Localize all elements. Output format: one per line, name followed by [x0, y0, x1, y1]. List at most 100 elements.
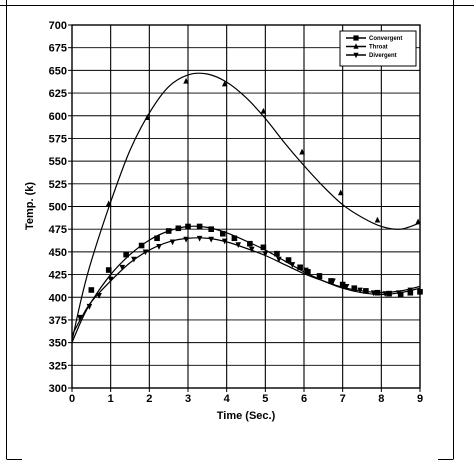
data-point-convergent [260, 244, 267, 251]
data-point-divergent [303, 267, 309, 274]
series-markers [76, 77, 423, 321]
legend-box [339, 30, 417, 67]
y-axis-ticks: 300 325 350 375 400 425 450 475 500 525 550 575 600 6… [49, 20, 72, 395]
series-line-throat [71, 72, 421, 341]
data-point-divergent [156, 244, 162, 250]
data-point-divergent [235, 242, 242, 249]
data-point-convergent [351, 285, 358, 291]
data-point-convergent [105, 267, 112, 273]
x-tick-label: 7 [340, 393, 346, 405]
data-point-convergent [247, 240, 253, 247]
data-point-throat [337, 189, 344, 196]
x-tick-label: 6 [301, 393, 307, 405]
data-point-divergent [249, 246, 255, 253]
y-tick-label: 325 [49, 360, 67, 372]
data-point-divergent [407, 287, 414, 294]
y-tick-label: 375 [49, 315, 67, 327]
data-point-throat [260, 107, 267, 114]
data-point-throat [299, 148, 305, 155]
y-tick-label: 400 [49, 292, 67, 304]
y-tick-label: 525 [49, 179, 67, 191]
data-point-convergent [208, 226, 214, 232]
y-tick-label: 675 [49, 43, 67, 55]
data-point-throat [221, 80, 228, 87]
data-point-divergent [76, 314, 83, 321]
legend-label-divergent: Divergent [369, 53, 397, 59]
y-tick-label: 475 [49, 224, 67, 236]
data-point-divergent [316, 273, 323, 279]
data-point-divergent [86, 303, 93, 310]
data-point-convergent [339, 281, 346, 288]
data-point-divergent [262, 251, 269, 258]
data-point-divergent [330, 278, 336, 285]
data-point-convergent [285, 257, 292, 263]
data-point-convergent [123, 251, 129, 258]
data-point-convergent [175, 225, 182, 232]
x-tick-label: 0 [69, 393, 75, 405]
data-point-convergent [185, 223, 191, 230]
y-tick-label: 575 [49, 133, 67, 145]
data-point-divergent [96, 293, 102, 299]
data-point-convergent [417, 289, 423, 295]
x-tick-label: 2 [146, 393, 152, 405]
data-point-divergent [169, 239, 176, 246]
data-point-divergent [289, 262, 296, 268]
data-point-divergent [131, 256, 137, 263]
data-point-divergent [119, 264, 126, 271]
legend: Convergent Throat Divergent [339, 30, 417, 67]
data-point-throat [105, 200, 112, 207]
legend-marker-divergent [353, 52, 359, 59]
data-point-convergent [154, 235, 160, 242]
x-axis-ticks: 0 1 2 3 4 5 6 7 8 9 [69, 388, 423, 405]
legend-marker-convergent [353, 35, 359, 41]
data-point-divergent [370, 290, 377, 297]
x-tick-label: 4 [224, 393, 231, 405]
data-point-divergent [357, 287, 363, 294]
series-line-convergent [71, 225, 421, 343]
legend-label-throat: Throat [369, 45, 388, 51]
y-tick-label: 300 [49, 383, 67, 395]
grid-lines [72, 25, 420, 388]
y-tick-label: 650 [49, 65, 67, 77]
legend-label-convergent: Convergent [369, 36, 402, 42]
data-point-convergent [138, 242, 145, 249]
data-point-throat [183, 77, 189, 84]
y-tick-label: 450 [49, 247, 67, 259]
data-point-divergent [196, 235, 203, 242]
y-tick-label: 350 [49, 338, 67, 350]
data-point-throat [374, 216, 381, 223]
data-point-convergent [196, 223, 203, 230]
series-lines [71, 72, 421, 343]
x-tick-label: 5 [262, 393, 268, 405]
data-point-divergent [395, 290, 402, 297]
data-point-convergent [363, 288, 369, 294]
y-tick-label: 425 [49, 270, 67, 282]
data-point-divergent [208, 236, 214, 243]
x-tick-label: 8 [378, 393, 384, 405]
y-tick-label: 700 [49, 20, 67, 32]
data-point-convergent [397, 291, 404, 298]
y-tick-label: 500 [49, 202, 67, 214]
data-point-convergent [374, 289, 381, 296]
data-point-convergent [386, 290, 392, 297]
data-point-convergent [220, 230, 226, 237]
y-tick-label: 550 [49, 156, 67, 168]
data-point-divergent [382, 291, 388, 298]
data-point-divergent [221, 238, 228, 245]
data-point-divergent [276, 256, 282, 263]
y-tick-label: 600 [49, 111, 67, 123]
x-tick-label: 1 [108, 393, 114, 405]
data-point-throat [415, 218, 421, 225]
y-tick-label: 625 [49, 88, 67, 100]
data-point-convergent [305, 269, 311, 275]
data-point-divergent [107, 276, 114, 283]
data-point-convergent [297, 264, 303, 271]
data-point-throat [144, 114, 151, 120]
legend-marker-throat [353, 43, 359, 49]
data-point-convergent [231, 235, 238, 242]
x-tick-label: 9 [417, 393, 423, 405]
data-point-convergent [328, 278, 334, 284]
y-axis-label: Temp. (k) [24, 182, 36, 230]
